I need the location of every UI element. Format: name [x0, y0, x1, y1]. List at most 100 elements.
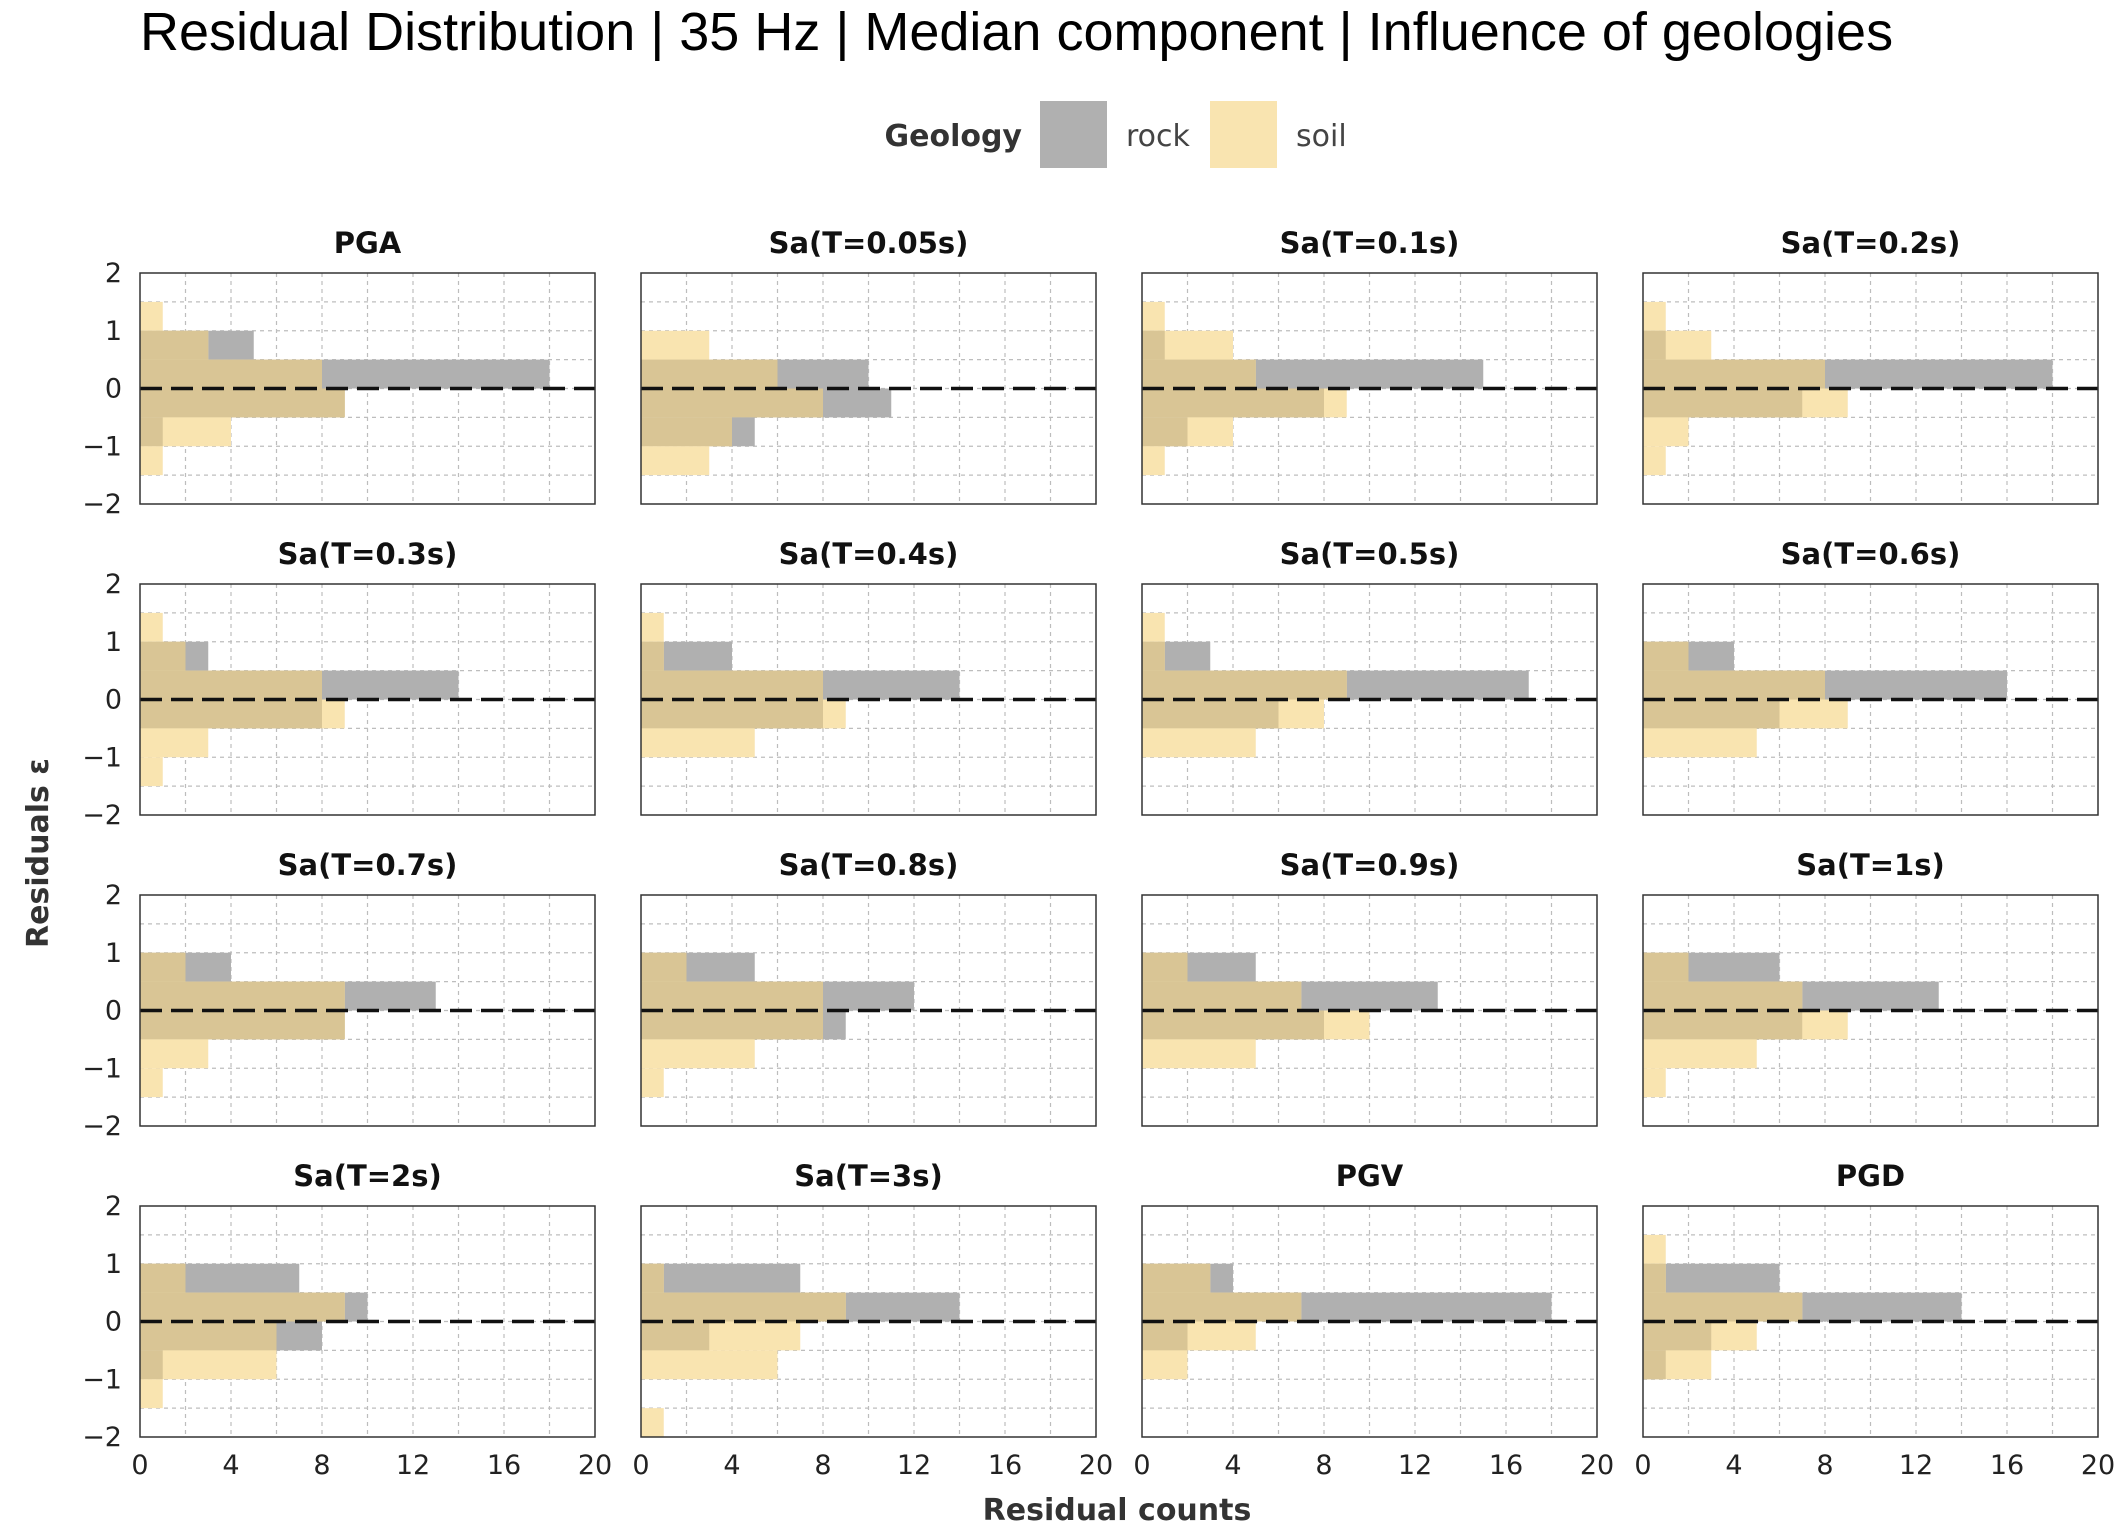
y-tick-label: 0: [105, 1307, 122, 1338]
x-tick-label: 16: [1990, 1450, 2024, 1481]
panel-frame: [640, 894, 1097, 1127]
panel-title: Sa(T=3s): [794, 1159, 942, 1193]
panel-14: Sa(T=3s) 0 4 8 12 16 20: [632, 1159, 1113, 1481]
panel-title: Sa(T=0.6s): [1781, 537, 1961, 571]
bar-overlap: [1142, 388, 1324, 418]
bar-overlap: [1142, 1292, 1302, 1322]
y-tick-label: 0: [105, 374, 122, 405]
bar-overlap: [140, 670, 322, 700]
panel-1: PGA 2 1 0 −1 −2: [82, 226, 596, 520]
bar-overlap: [641, 1010, 823, 1040]
x-tick-label: 0: [1133, 1450, 1150, 1481]
x-tick-label: 0: [632, 1450, 649, 1481]
bar-soil: [140, 757, 163, 787]
bar-overlap: [641, 981, 823, 1011]
bar-soil: [1643, 301, 1666, 331]
bar-overlap: [1142, 641, 1165, 671]
y-tick-label: −2: [82, 1422, 122, 1453]
panel-10: Sa(T=0.8s): [640, 848, 1097, 1127]
bar-overlap: [1142, 670, 1347, 700]
x-tick-label: 8: [1315, 1450, 1332, 1481]
bar-overlap: [1142, 699, 1279, 729]
panel-frame: [640, 1205, 1097, 1438]
y-tick-label: −2: [82, 489, 122, 520]
bar-overlap: [1643, 1292, 1803, 1322]
x-tick-label: 8: [814, 1450, 831, 1481]
panel-5: Sa(T=0.3s) 2 1 0 −1 −2: [82, 537, 596, 831]
y-tick-label: 1: [105, 938, 122, 969]
panel-9: Sa(T=0.7s) 2 1 0 −1 −2: [82, 848, 596, 1142]
bar-overlap: [1142, 417, 1188, 447]
bar-overlap: [1142, 952, 1188, 982]
panel-frame: [640, 272, 1097, 505]
y-tick-label: 0: [105, 685, 122, 716]
bar-overlap: [140, 699, 322, 729]
bar-overlap: [1643, 981, 1803, 1011]
panel-11: Sa(T=0.9s): [1141, 848, 1598, 1127]
bar-overlap: [140, 1350, 163, 1380]
bar-soil: [1643, 1234, 1666, 1264]
panel-frame: [1642, 1205, 2099, 1438]
bar-overlap: [641, 641, 664, 671]
y-tick-label: −1: [82, 431, 122, 462]
panel-frame: [1642, 894, 2099, 1127]
x-tick-label: 4: [723, 1450, 740, 1481]
bar-soil: [641, 1408, 664, 1437]
bar-overlap: [140, 1263, 186, 1293]
bar-overlap: [1142, 330, 1165, 360]
bar-soil: [1142, 1350, 1188, 1380]
bar-soil: [1643, 1068, 1666, 1098]
legend-swatch-rock: [1040, 101, 1107, 168]
x-tick-label: 12: [1899, 1450, 1933, 1481]
bar-overlap: [1643, 359, 1825, 389]
panel-title: Sa(T=0.1s): [1280, 226, 1460, 260]
panel-title: Sa(T=2s): [293, 1159, 441, 1193]
bar-soil: [1643, 728, 1757, 758]
bar-rock: [641, 1263, 801, 1293]
y-tick-label: 2: [105, 1191, 122, 1222]
panel-title: Sa(T=0.5s): [1280, 537, 1460, 571]
bar-soil: [1142, 612, 1165, 642]
bar-overlap: [641, 1292, 846, 1322]
bar-overlap: [1643, 1350, 1666, 1380]
bar-soil: [1643, 1039, 1757, 1069]
bar-overlap: [1142, 1010, 1324, 1040]
panel-frame: [1141, 583, 1598, 816]
legend-label-soil: soil: [1296, 119, 1347, 154]
y-tick-label: 2: [105, 880, 122, 911]
panel-title: Sa(T=0.4s): [779, 537, 959, 571]
bar-overlap: [140, 330, 209, 360]
bar-soil: [140, 1379, 163, 1409]
x-tick-label: 8: [313, 1450, 330, 1481]
x-tick-label: 16: [487, 1450, 521, 1481]
bar-soil: [641, 1350, 778, 1380]
panel-title: PGV: [1336, 1159, 1404, 1193]
panel-title: Sa(T=0.2s): [1781, 226, 1961, 260]
bar-overlap: [641, 699, 823, 729]
bar-soil: [140, 446, 163, 476]
bar-soil: [641, 330, 710, 360]
bar-overlap: [1142, 1263, 1211, 1293]
bar-overlap: [641, 417, 732, 447]
legend-label-rock: rock: [1126, 119, 1191, 154]
x-tick-label: 20: [1580, 1450, 1614, 1481]
bar-overlap: [1643, 388, 1803, 418]
panel-title: Sa(T=1s): [1796, 848, 1944, 882]
panel-title: Sa(T=0.8s): [779, 848, 959, 882]
y-tick-label: −1: [82, 1364, 122, 1395]
panel-frame: [139, 1205, 596, 1438]
x-tick-label: 20: [2081, 1450, 2115, 1481]
y-tick-label: −1: [82, 742, 122, 773]
x-tick-label: 4: [1725, 1450, 1742, 1481]
y-tick-label: 2: [105, 258, 122, 289]
y-tick-label: −2: [82, 800, 122, 831]
y-axis-label: Residuals ε: [21, 758, 56, 948]
panel-title: Sa(T=0.05s): [769, 226, 969, 260]
x-tick-label: 4: [222, 1450, 239, 1481]
bar-overlap: [641, 388, 823, 418]
panel-title: PGA: [334, 226, 402, 260]
y-tick-label: 1: [105, 316, 122, 347]
bar-overlap: [1643, 670, 1825, 700]
panel-frame: [1642, 272, 2099, 505]
x-tick-label: 12: [897, 1450, 931, 1481]
